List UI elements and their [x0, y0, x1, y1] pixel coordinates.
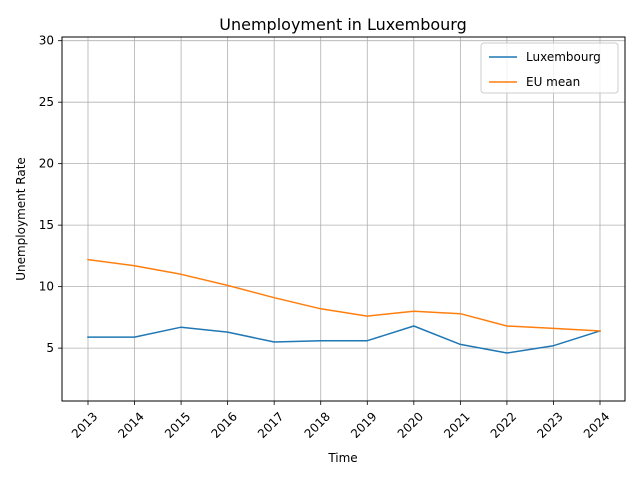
- y-tick-label: 25: [39, 95, 54, 109]
- grid-lines: [62, 37, 625, 401]
- legend-box: [480, 42, 619, 94]
- y-axis-label: Unemployment Rate: [14, 157, 28, 281]
- series-line-eu-mean: [87, 258, 601, 332]
- legend-label-luxembourg: Luxembourg: [526, 50, 601, 64]
- x-axis-label: Time: [327, 451, 357, 465]
- y-tick-label: 10: [39, 280, 54, 294]
- y-tick-label: 20: [39, 157, 54, 171]
- series-lines: [87, 258, 601, 354]
- y-tick-label: 5: [46, 341, 54, 355]
- y-axis-ticks: 5 10 15 20 25 30: [39, 34, 62, 355]
- y-tick-label: 30: [39, 34, 54, 48]
- legend: Luxembourg EU mean: [480, 42, 619, 94]
- plot-frame: [61, 36, 626, 402]
- legend-label-eu-mean: EU mean: [526, 75, 580, 89]
- chart-title: Unemployment in Luxembourg: [219, 15, 466, 34]
- series-line-luxembourg: [87, 325, 601, 354]
- y-tick-label: 15: [39, 218, 54, 232]
